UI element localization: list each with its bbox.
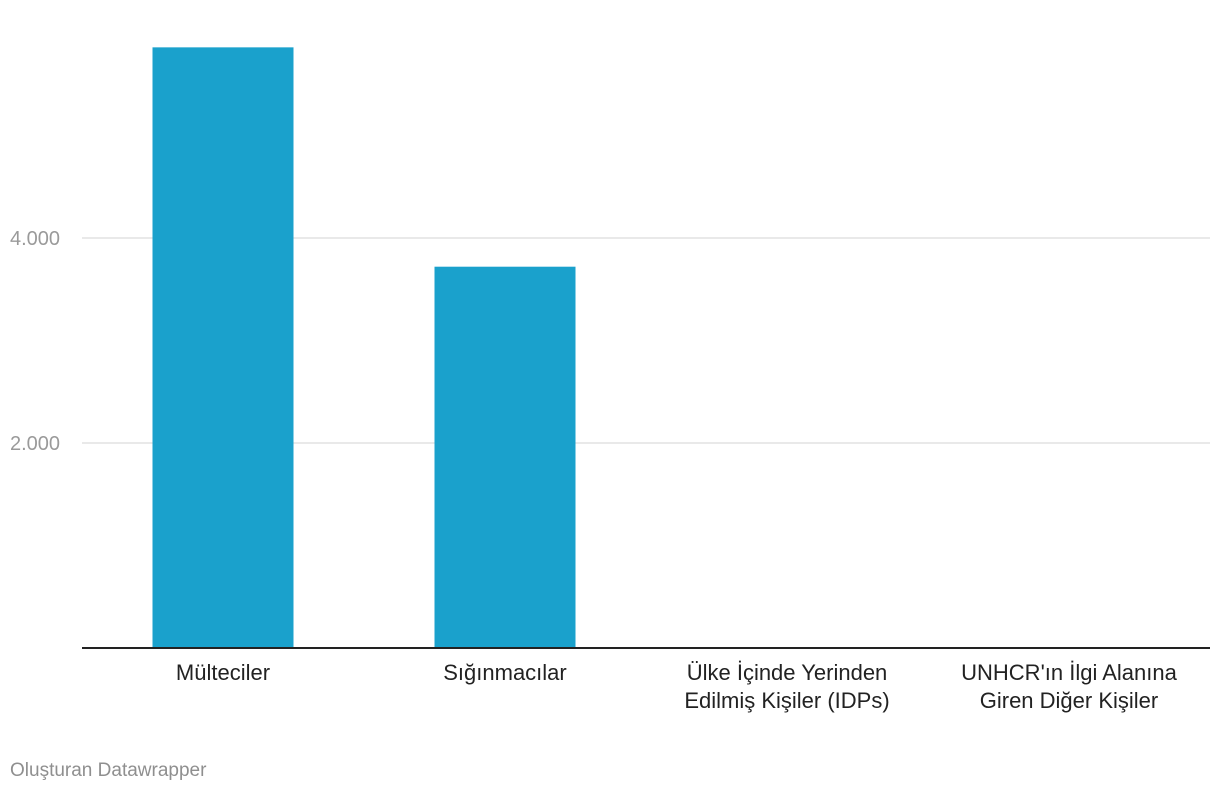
category-labels: Mülteciler Sığınmacılar Ülke İçinde Yerind… <box>176 660 1178 713</box>
x-category-label: Ülke İçinde Yerinden Edilmiş Kişiler (IDP… <box>684 660 889 713</box>
bar <box>152 47 294 649</box>
bars <box>152 47 576 649</box>
x-category-label: Sığınmacılar <box>443 660 567 685</box>
x-category-label: UNHCR'ın İlgi Alanına Giren Diğer Kişiler <box>961 660 1178 713</box>
x-category-label: Mülteciler <box>176 660 270 685</box>
gridlines: 2.000 4.000 <box>10 228 1210 455</box>
bar <box>434 266 576 648</box>
y-tick-label: 2.000 <box>10 433 60 455</box>
credit-text: Oluşturan Datawrapper <box>10 760 207 781</box>
y-tick-label: 4.000 <box>10 228 60 250</box>
